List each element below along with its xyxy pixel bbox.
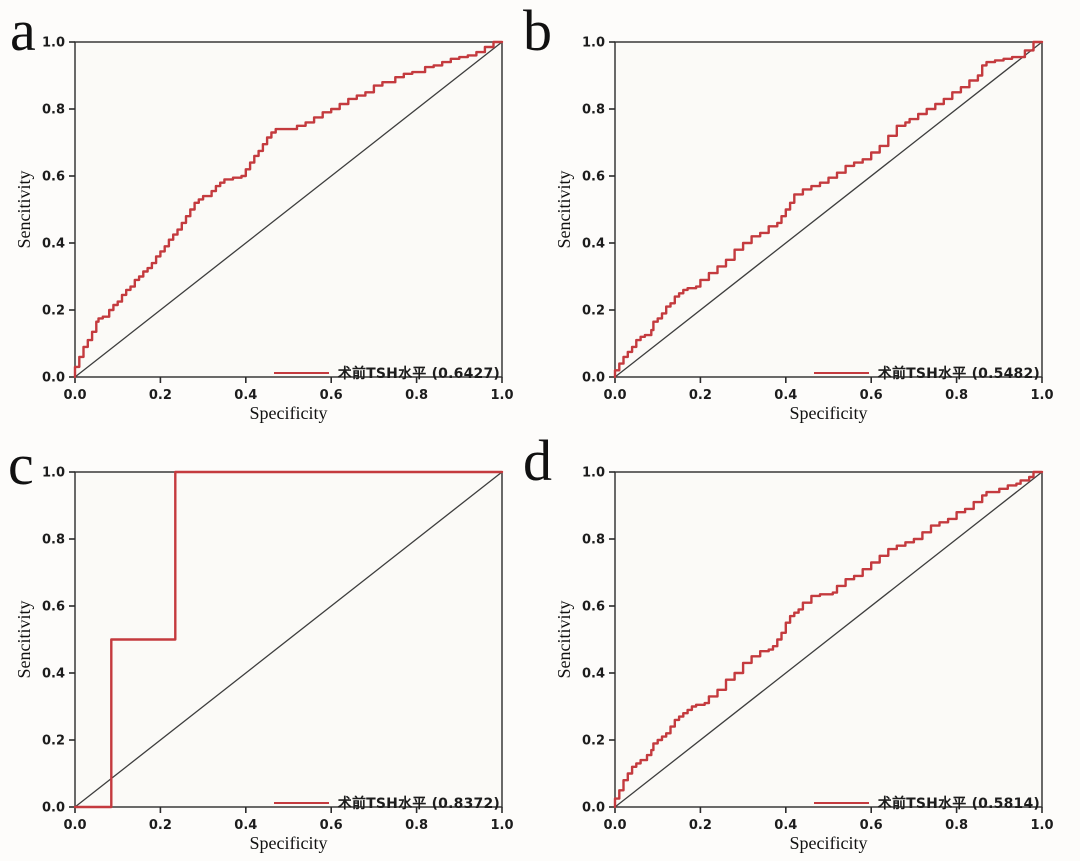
y-tick-label: 0.8 bbox=[582, 533, 605, 548]
diagonal-line bbox=[614, 41, 1043, 378]
x-tick-label: 1.0 bbox=[1030, 388, 1053, 403]
x-tick-label: 0.0 bbox=[63, 388, 86, 403]
x-tick-label: 0.4 bbox=[774, 818, 797, 833]
y-tick-label: 1.0 bbox=[582, 36, 605, 51]
x-tick-label: 0.2 bbox=[689, 818, 712, 833]
x-axis-label: Specificity bbox=[790, 833, 868, 853]
roc-panel-a: a 0.0 0.2 0.4 0.6 0.8 1.0 0.0 0.2 0.4 0.6 0.8 1.0 Sp… bbox=[0, 0, 540, 430]
y-tick-label: 0.8 bbox=[582, 103, 605, 118]
y-tick-label: 1.0 bbox=[42, 36, 65, 51]
x-tick-label: 0.6 bbox=[320, 388, 343, 403]
roc-curve bbox=[73, 40, 504, 379]
y-tick-label: 0.0 bbox=[42, 801, 65, 816]
y-tick-label: 0.0 bbox=[582, 371, 605, 386]
y-tick-label: 0.4 bbox=[42, 667, 65, 682]
x-axis-label: Specificity bbox=[250, 403, 328, 423]
y-tick-label: 0.8 bbox=[42, 533, 65, 548]
x-tick-label: 0.8 bbox=[945, 388, 968, 403]
x-axis-label: Specificity bbox=[250, 833, 328, 853]
diagonal-line bbox=[74, 41, 503, 378]
roc-panel-c: c 0.0 0.2 0.4 0.6 0.8 1.0 0.0 0.2 0.4 0.6 0.8 1.0 Sp… bbox=[0, 430, 540, 860]
roc-panel-d: d 0.0 0.2 0.4 0.6 0.8 1.0 0.0 0.2 0.4 0.6 0.8 1.0 Sp… bbox=[523, 430, 1080, 860]
diagonal-line bbox=[614, 471, 1043, 808]
roc-curve bbox=[613, 40, 1044, 379]
x-tick-label: 1.0 bbox=[490, 818, 513, 833]
y-axis-label: Sencitivity bbox=[14, 601, 34, 679]
y-tick-label: 0.4 bbox=[582, 237, 605, 252]
y-tick-label: 0.8 bbox=[42, 103, 65, 118]
panel-letter-c: c bbox=[8, 432, 34, 497]
y-tick-label: 1.0 bbox=[42, 466, 65, 481]
y-tick-label: 0.6 bbox=[42, 600, 65, 615]
roc-plot-b: 0.0 0.2 0.4 0.6 0.8 1.0 0.0 0.2 0.4 0.6 0.8 1.0 Spec… bbox=[554, 36, 1054, 424]
y-tick-label: 0.2 bbox=[582, 734, 605, 749]
x-tick-label: 0.6 bbox=[320, 818, 343, 833]
x-tick-label: 0.2 bbox=[149, 388, 172, 403]
x-tick-label: 0.0 bbox=[63, 818, 86, 833]
y-tick-label: 0.6 bbox=[582, 600, 605, 615]
x-tick-label: 0.0 bbox=[603, 818, 626, 833]
panel-letter-d: d bbox=[523, 428, 552, 493]
x-tick-label: 0.8 bbox=[405, 818, 428, 833]
y-tick-label: 1.0 bbox=[582, 466, 605, 481]
roc-plot-c: 0.0 0.2 0.4 0.6 0.8 1.0 0.0 0.2 0.4 0.6 0.8 1.0 Spec… bbox=[14, 466, 514, 854]
y-tick-label: 0.2 bbox=[582, 304, 605, 319]
y-tick-label: 0.0 bbox=[42, 371, 65, 386]
y-tick-label: 0.4 bbox=[42, 237, 65, 252]
x-tick-label: 0.2 bbox=[149, 818, 172, 833]
panel-letter-a: a bbox=[10, 0, 36, 63]
x-tick-label: 0.6 bbox=[860, 818, 883, 833]
diagonal-line bbox=[74, 471, 503, 808]
x-tick-label: 0.0 bbox=[603, 388, 626, 403]
x-tick-label: 0.4 bbox=[774, 388, 797, 403]
y-tick-label: 0.4 bbox=[582, 667, 605, 682]
x-tick-label: 1.0 bbox=[490, 388, 513, 403]
x-axis-label: Specificity bbox=[790, 403, 868, 423]
panel-letter-b: b bbox=[523, 0, 552, 63]
y-axis-label: Sencitivity bbox=[14, 171, 34, 249]
x-tick-label: 0.2 bbox=[689, 388, 712, 403]
x-tick-label: 0.4 bbox=[234, 818, 257, 833]
roc-panel-b: b 0.0 0.2 0.4 0.6 0.8 1.0 0.0 0.2 0.4 0.6 0.8 1.0 Sp… bbox=[523, 0, 1080, 430]
roc-curve bbox=[613, 470, 1044, 809]
roc-curve bbox=[73, 470, 504, 809]
x-tick-label: 1.0 bbox=[1030, 818, 1053, 833]
y-tick-label: 0.2 bbox=[42, 734, 65, 749]
y-tick-label: 0.0 bbox=[582, 801, 605, 816]
y-axis-label: Sencitivity bbox=[554, 601, 574, 679]
x-tick-label: 0.6 bbox=[860, 388, 883, 403]
x-tick-label: 0.8 bbox=[405, 388, 428, 403]
x-tick-label: 0.4 bbox=[234, 388, 257, 403]
y-axis-label: Sencitivity bbox=[554, 171, 574, 249]
y-tick-label: 0.6 bbox=[42, 170, 65, 185]
x-tick-label: 0.8 bbox=[945, 818, 968, 833]
y-tick-label: 0.6 bbox=[582, 170, 605, 185]
roc-plot-a: 0.0 0.2 0.4 0.6 0.8 1.0 0.0 0.2 0.4 0.6 0.8 1.0 Spec… bbox=[14, 36, 514, 424]
roc-plot-d: 0.0 0.2 0.4 0.6 0.8 1.0 0.0 0.2 0.4 0.6 0.8 1.0 Spec… bbox=[554, 466, 1054, 854]
y-tick-label: 0.2 bbox=[42, 304, 65, 319]
